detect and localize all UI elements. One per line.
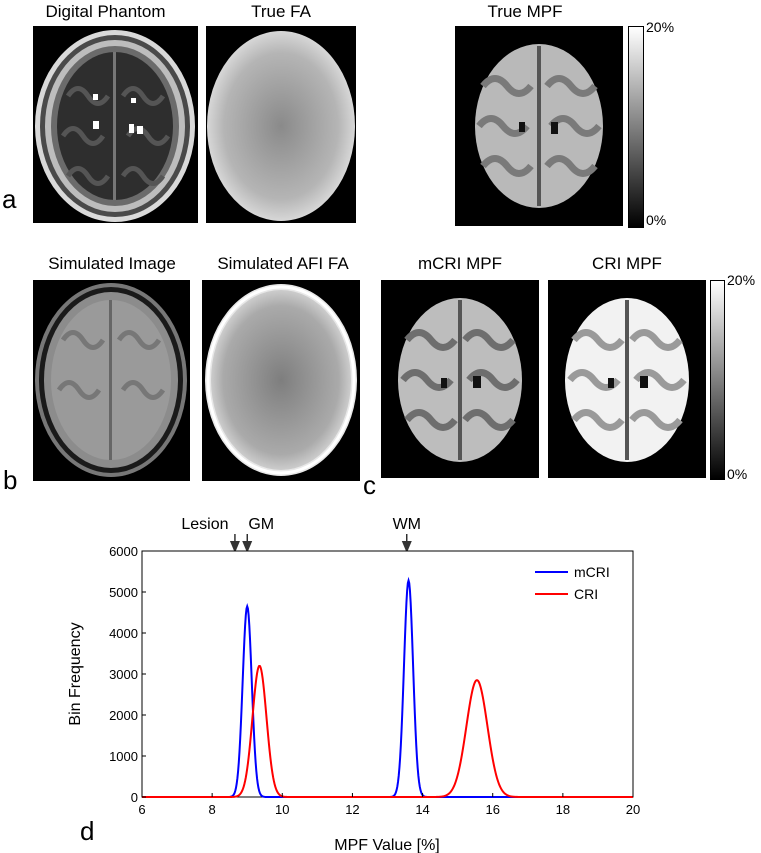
title-true-mpf: True MPF (487, 2, 563, 21)
panel-label-b: b (3, 465, 18, 495)
x-axis-label: MPF Value [%] (334, 837, 440, 853)
plot-area (141, 550, 634, 798)
colorbar-a-min-label: 0% (646, 212, 667, 228)
colorbar-a (628, 26, 644, 228)
panel-label-c: c (363, 470, 376, 500)
title-simulated-image: Simulated Image (48, 254, 176, 273)
title-simulated-afi-fa: Simulated AFI FA (217, 254, 349, 273)
panel-label-a: a (2, 184, 17, 214)
x-tick-label: 20 (626, 802, 640, 817)
y-tick-label: 4000 (109, 626, 138, 641)
annotation-arrow-lesion (229, 541, 240, 553)
x-tick-label: 10 (275, 802, 289, 817)
y-tick-label: 0 (131, 790, 138, 805)
histogram-chart: Lesion GM WM 6 8 10 12 14 16 18 20 0 1000 2000 3000 4… (67, 516, 640, 853)
x-tick-label: 14 (415, 802, 429, 817)
y-tick-label: 5000 (109, 585, 138, 600)
panel-label-d: d (80, 816, 95, 846)
annotation-label-gm: GM (248, 516, 274, 533)
y-axis-label: Bin Frequency (67, 622, 84, 725)
colorbar-a-max-label: 20% (646, 19, 675, 35)
annotation-label-wm: WM (393, 516, 421, 533)
annotation-arrow-gm (242, 541, 253, 553)
series-line-cri (142, 664, 633, 798)
y-tick-label: 2000 (109, 708, 138, 723)
true-mpf-image (455, 26, 623, 226)
y-tick-label: 1000 (109, 749, 138, 764)
simulated-afi-fa-image (202, 280, 360, 481)
x-tick-label: 16 (485, 802, 499, 817)
true-fa-image (206, 26, 356, 223)
title-cri-mpf: CRI MPF (592, 254, 662, 273)
mcri-mpf-image (381, 280, 539, 478)
legend-label-mcri: mCRI (574, 564, 610, 580)
colorbar-c-min-label: 0% (727, 466, 748, 482)
annotation-arrow-wm (401, 541, 412, 553)
x-tick-label: 6 (138, 802, 145, 817)
colorbar-c-max-label: 20% (727, 272, 756, 288)
title-mcri-mpf: mCRI MPF (417, 254, 503, 273)
x-tick-label: 8 (209, 802, 216, 817)
cri-mpf-image (548, 280, 706, 478)
digital-phantom-image (33, 26, 198, 223)
annotation-label-lesion: Lesion (181, 516, 228, 533)
y-tick-label: 3000 (109, 667, 138, 682)
simulated-image (33, 280, 190, 481)
y-tick-label: 6000 (109, 544, 138, 559)
title-digital-phantom: Digital Phantom (45, 2, 166, 21)
title-true-fa: True FA (251, 2, 311, 21)
x-tick-label: 18 (556, 802, 570, 817)
x-tick-label: 12 (345, 802, 359, 817)
legend-label-cri: CRI (574, 586, 598, 602)
colorbar-c (710, 280, 725, 480)
